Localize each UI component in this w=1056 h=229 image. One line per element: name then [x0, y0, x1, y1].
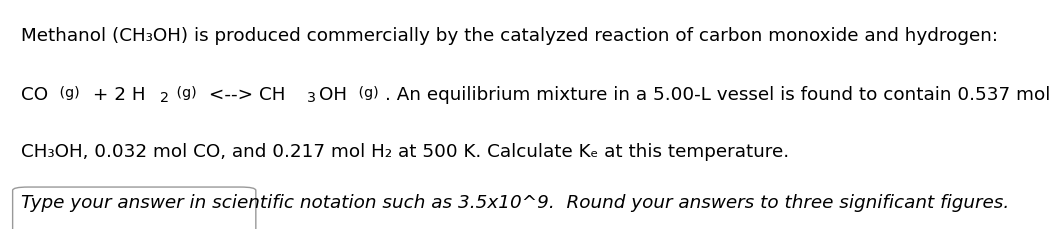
Text: OH: OH: [319, 86, 346, 104]
Text: (g): (g): [172, 86, 196, 100]
Text: 2: 2: [161, 91, 169, 105]
Text: + 2 H: + 2 H: [87, 86, 145, 104]
Text: <--> CH: <--> CH: [203, 86, 285, 104]
Text: 3: 3: [307, 91, 317, 105]
Text: CH₃OH, 0.032 mol CO, and 0.217 mol H₂ at 500 K. Calculate Kₑ at this temperature: CH₃OH, 0.032 mol CO, and 0.217 mol H₂ at…: [21, 143, 789, 161]
Text: Methanol (CH₃OH) is produced commercially by the catalyzed reaction of carbon mo: Methanol (CH₃OH) is produced commerciall…: [21, 27, 998, 45]
Text: (g): (g): [55, 86, 80, 100]
FancyBboxPatch shape: [13, 187, 256, 229]
Text: (g): (g): [354, 86, 379, 100]
Text: . An equilibrium mixture in a 5.00-L vessel is found to contain 0.537 mol: . An equilibrium mixture in a 5.00-L ves…: [385, 86, 1051, 104]
Text: CO: CO: [21, 86, 48, 104]
Text: Type your answer in scientific notation such as 3.5x10^9.  Round your answers to: Type your answer in scientific notation …: [21, 194, 1010, 212]
